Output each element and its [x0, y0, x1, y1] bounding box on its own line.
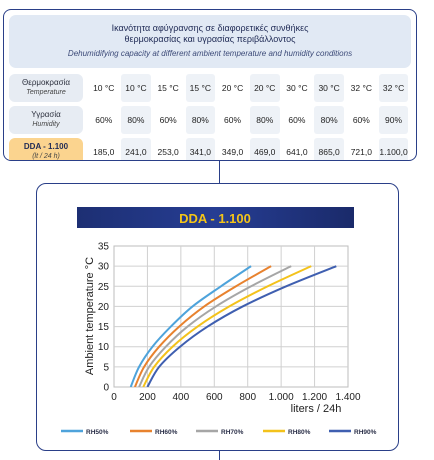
capacity-cells: 185,0 241,0 253,0 341,0 349,0 469,0 641,0 865,0…	[89, 138, 411, 160]
legend-label: RH60%	[155, 429, 178, 436]
humidity-cell: 80%	[250, 106, 280, 134]
humidity-cells: 60% 80% 60% 80% 60% 80% 60% 80% 60% 90%	[89, 106, 411, 134]
legend-label: RH80%	[288, 429, 311, 436]
y-tick-label: 15	[98, 322, 110, 333]
humidity-row-label: Υγρασία Humidity	[9, 106, 83, 134]
capacity-cell: 253,0	[157, 147, 179, 157]
x-axis-label: liters / 24h	[291, 403, 342, 415]
series-line-rh50	[129, 265, 252, 387]
model-sublabel: (lt / 24 h)	[32, 153, 60, 160]
y-tick-label: 5	[103, 362, 109, 373]
humidity-cell: 90%	[378, 106, 409, 134]
x-tick-label: 600	[206, 392, 223, 403]
capacity-cell: 241,0	[121, 138, 151, 160]
model-row-label: DDA - 1.100 (lt / 24 h)	[9, 138, 83, 160]
temperature-cell: 30 °C	[314, 74, 344, 102]
humidity-cell: 60%	[95, 115, 113, 125]
x-tick-label: 400	[173, 392, 190, 403]
table-header: Ικανότητα αφύγρανσης σε διαφορετικές συν…	[9, 15, 411, 68]
x-tick-label: 0	[111, 392, 117, 403]
y-tick-label: 35	[98, 242, 110, 253]
temperature-cell: 32 °C	[350, 83, 373, 93]
temperature-cell: 20 °C	[250, 74, 280, 102]
humidity-cell: 60%	[352, 115, 370, 125]
series-line-rh90	[146, 265, 337, 387]
humidity-sublabel: Humidity	[32, 121, 60, 128]
x-tick-label: 1.000	[269, 392, 294, 403]
model-label: DDA - 1.100	[23, 142, 69, 151]
capacity-chart: DDA - 1.100 0 200 400 600 800 1.000 1.200 1.400…	[61, 207, 377, 436]
capacity-cell: 641,0	[286, 147, 308, 157]
x-tick-label: 1.200	[302, 392, 327, 403]
temperature-cell: 32 °C	[378, 74, 409, 102]
chart-title-bar	[77, 207, 354, 228]
temperature-sublabel: Temperature	[26, 89, 66, 96]
y-tick-label: 25	[98, 282, 110, 293]
humidity-cell: 80%	[314, 106, 344, 134]
x-tick-label: 1.400	[335, 392, 360, 403]
table-title-english: Dehumidifying capacity at different ambi…	[67, 49, 353, 58]
y-tick-label: 0	[103, 383, 109, 394]
legend-label: RH90%	[354, 429, 377, 436]
x-tick-label: 800	[239, 392, 256, 403]
x-tick-label: 200	[139, 392, 156, 403]
humidity-cell: 60%	[224, 115, 242, 125]
legend-label: RH50%	[86, 429, 109, 436]
y-axis-label: Ambient temperature °C	[84, 257, 96, 375]
temperature-cell: 30 °C	[286, 83, 308, 93]
capacity-cell: 349,0	[221, 147, 244, 157]
temperature-cell: 10 °C	[93, 83, 115, 93]
capacity-cell: 185,0	[93, 147, 115, 157]
capacity-cell: 721,0	[350, 147, 372, 157]
connector-line-top	[219, 161, 220, 183]
series-line-rh80	[142, 265, 312, 387]
humidity-label: Υγρασία	[31, 110, 61, 119]
table-title-greek-line1: Ικανότητα αφύγρανσης σε διαφορετικές συν…	[111, 23, 309, 33]
humidity-cell: 60%	[288, 115, 306, 125]
capacity-table: Ικανότητα αφύγρανσης σε διαφορετικές συν…	[3, 9, 417, 161]
temperature-row: Θερμοκρασία Temperature 10 °C 10 °C 15 °C 1…	[9, 74, 411, 102]
temperature-label: Θερμοκρασία	[22, 78, 70, 87]
legend-label: RH70%	[221, 429, 244, 436]
capacity-cell: 469,0	[250, 138, 280, 160]
temperature-cell: 15 °C	[157, 83, 179, 93]
humidity-row: Υγρασία Humidity 60% 80% 60% 80% 60% 80% 60% 80…	[9, 106, 411, 134]
y-tick-label: 10	[98, 342, 110, 353]
capacity-cell: 865,0	[314, 138, 344, 160]
capacity-cell: 341,0	[185, 138, 216, 160]
plot-area	[113, 245, 349, 388]
humidity-cell: 60%	[159, 115, 177, 125]
temperature-cell: 15 °C	[185, 74, 216, 102]
humidity-cell: 80%	[121, 106, 151, 134]
temperature-cell: 10 °C	[121, 74, 151, 102]
temperature-cells: 10 °C 10 °C 15 °C 15 °C 20 °C 20 °C 30 °C 30 °C…	[89, 74, 411, 102]
y-tick-label: 30	[98, 262, 110, 273]
connector-line-bottom	[219, 451, 220, 460]
capacity-cell: 1.100,0	[378, 138, 409, 160]
capacity-row: DDA - 1.100 (lt / 24 h) 185,0 241,0 253,0 3…	[9, 138, 411, 160]
chart-panel: DDA - 1.100 0 200 400 600 800 1.000 1.200 1.400…	[36, 183, 399, 451]
series-line-rh70	[138, 265, 292, 387]
humidity-cell: 80%	[185, 106, 216, 134]
series-line-rh60	[133, 265, 272, 387]
temperature-row-label: Θερμοκρασία Temperature	[9, 74, 83, 102]
table-title-greek-line2: θερμοκρασίας και υγρασίας περιβάλλοντος	[124, 34, 296, 44]
temperature-cell: 20 °C	[221, 83, 244, 93]
chart-title: DDA - 1.100	[179, 211, 251, 226]
y-tick-label: 20	[98, 302, 110, 313]
